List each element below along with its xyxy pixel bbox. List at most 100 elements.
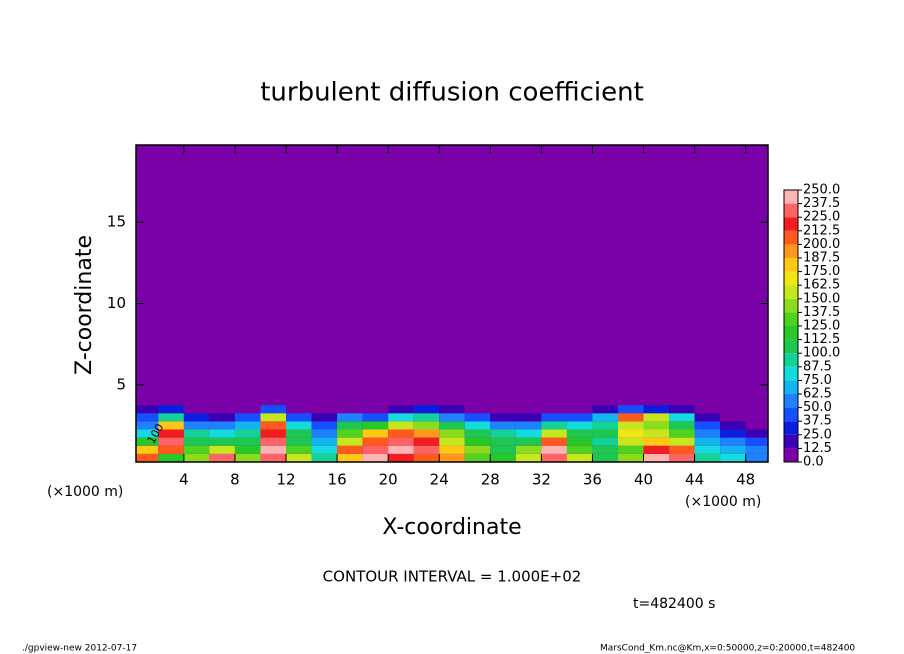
field-cell bbox=[388, 429, 414, 438]
colorbar-label: 75.0 bbox=[803, 373, 832, 388]
field-cell bbox=[286, 453, 312, 462]
field-cell bbox=[745, 437, 768, 446]
field-cell bbox=[566, 445, 593, 454]
field-cell bbox=[490, 445, 516, 454]
y-tick-label: 10 bbox=[107, 294, 126, 312]
field-cell bbox=[720, 396, 746, 406]
field-cell bbox=[311, 413, 338, 422]
field-cell bbox=[464, 396, 491, 406]
field-cell bbox=[388, 421, 414, 430]
field-cell bbox=[515, 421, 542, 430]
field-cell bbox=[566, 437, 593, 446]
field-cell bbox=[158, 396, 184, 406]
field-cell bbox=[464, 437, 491, 446]
field-cell bbox=[260, 421, 287, 430]
field-cell bbox=[566, 413, 593, 422]
field-cell bbox=[669, 437, 695, 446]
colorbar-band bbox=[784, 285, 798, 299]
colorbar-label: 200.0 bbox=[803, 237, 840, 252]
field-cell bbox=[464, 405, 491, 414]
colorbar-label: 225.0 bbox=[803, 210, 840, 225]
field-cell bbox=[136, 396, 159, 406]
field-cell bbox=[643, 437, 670, 446]
field-cell bbox=[720, 429, 746, 438]
field-cell bbox=[388, 437, 414, 446]
field-cell bbox=[745, 445, 768, 454]
field-cell bbox=[388, 445, 414, 454]
field-cell bbox=[617, 396, 644, 406]
field-cell bbox=[745, 405, 768, 414]
field-cell bbox=[490, 405, 516, 414]
field-cell bbox=[158, 445, 184, 454]
chart-title: turbulent diffusion coefficient bbox=[260, 78, 644, 108]
field-cell bbox=[260, 453, 287, 462]
field-cell bbox=[617, 453, 644, 462]
field-cell bbox=[183, 413, 210, 422]
field-cell bbox=[592, 429, 618, 438]
field-cell bbox=[643, 445, 670, 454]
colorbar-band bbox=[784, 244, 798, 258]
field-cell bbox=[643, 396, 670, 406]
field-cell bbox=[669, 396, 695, 406]
field-cell bbox=[337, 429, 363, 438]
colorbar-band bbox=[784, 230, 798, 245]
field-cell bbox=[311, 421, 338, 430]
x-tick-label: 28 bbox=[481, 471, 500, 489]
field-cell bbox=[745, 413, 768, 422]
field-cell bbox=[541, 396, 567, 406]
field-cell bbox=[183, 437, 210, 446]
x-tick-label: 16 bbox=[328, 471, 347, 489]
field-cell bbox=[720, 445, 746, 454]
field-cell bbox=[388, 453, 414, 462]
field-cell bbox=[541, 405, 567, 414]
field-cell bbox=[234, 405, 261, 414]
field-cell bbox=[439, 429, 465, 438]
field-cell bbox=[413, 396, 440, 406]
colorbar-label: 50.0 bbox=[803, 400, 832, 415]
field-cell bbox=[490, 413, 516, 422]
field-cell bbox=[669, 413, 695, 422]
field-cell bbox=[136, 405, 159, 414]
field-cell bbox=[183, 396, 210, 406]
field-cell bbox=[592, 421, 618, 430]
field-cell bbox=[136, 437, 159, 446]
field-cell bbox=[286, 437, 312, 446]
field-cell bbox=[183, 445, 210, 454]
field-cell bbox=[720, 421, 746, 430]
field-cell bbox=[490, 429, 516, 438]
field-cell bbox=[337, 421, 363, 430]
field-cell bbox=[234, 445, 261, 454]
colorbar-band bbox=[784, 271, 798, 286]
x-tick-label: 36 bbox=[583, 471, 602, 489]
field-cell bbox=[541, 429, 567, 438]
field-cell bbox=[158, 437, 184, 446]
colorbar-label: 237.5 bbox=[803, 196, 840, 211]
field-cell bbox=[515, 429, 542, 438]
colorbar-band bbox=[784, 312, 798, 326]
y-tick-label: 15 bbox=[107, 213, 126, 231]
field-cell bbox=[669, 429, 695, 438]
field-cell bbox=[541, 437, 567, 446]
field-cell bbox=[464, 413, 491, 422]
field-cell bbox=[209, 405, 235, 414]
field-cell bbox=[413, 405, 440, 414]
field-cell bbox=[234, 421, 261, 430]
field-cell bbox=[413, 445, 440, 454]
colorbar-label: 37.5 bbox=[803, 414, 832, 429]
field-cell bbox=[413, 421, 440, 430]
field-cell bbox=[413, 429, 440, 438]
field-cell bbox=[337, 453, 363, 462]
field-cell bbox=[388, 405, 414, 414]
field-cell bbox=[311, 453, 338, 462]
field-cell bbox=[617, 421, 644, 430]
field-cell bbox=[694, 453, 721, 462]
field-cell bbox=[311, 405, 338, 414]
field-cell bbox=[439, 453, 465, 462]
colorbar-band bbox=[784, 326, 798, 340]
field-cell bbox=[337, 413, 363, 422]
colorbar-label: 162.5 bbox=[803, 278, 840, 293]
colorbar-label: 137.5 bbox=[803, 305, 840, 320]
colorbar-band bbox=[784, 394, 798, 408]
x-tick-label: 12 bbox=[276, 471, 295, 489]
field-cell bbox=[694, 405, 721, 414]
